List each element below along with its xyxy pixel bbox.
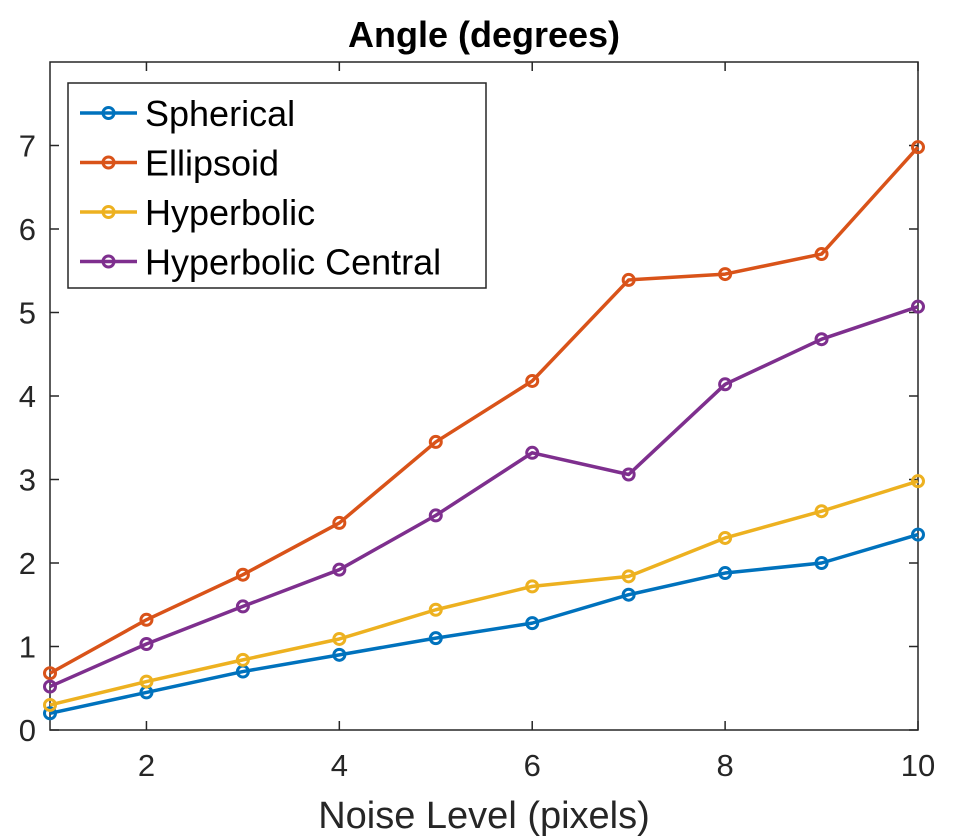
data-point-hyperbolic (621, 569, 636, 584)
series-spherical (43, 527, 925, 721)
data-point-hyperbolic-central (139, 636, 154, 651)
data-point-ellipsoid (428, 434, 443, 449)
legend-label: Hyperbolic Central (145, 242, 441, 283)
axis-ticks: 2 4 6 8 10 0 1 2 3 4 5 6 7 (19, 62, 935, 783)
data-point-ellipsoid (43, 666, 57, 681)
data-point-hyperbolic (43, 697, 57, 712)
data-point-spherical (718, 566, 733, 581)
data-point-hyperbolic (235, 652, 250, 667)
data-point-spherical (428, 631, 443, 646)
data-point-spherical (814, 556, 829, 570)
legend-swatch-marker (101, 205, 116, 219)
data-point-ellipsoid (332, 515, 347, 530)
data-point-ellipsoid (621, 272, 636, 287)
data-point-ellipsoid (139, 612, 154, 627)
y-tick-label: 2 (19, 546, 36, 581)
data-point-hyperbolic-central (332, 562, 347, 577)
series-line-spherical (49, 532, 919, 716)
chart-title: Angle (degrees) (348, 14, 620, 55)
data-point-ellipsoid (911, 140, 925, 155)
data-point-hyperbolic (525, 579, 540, 594)
legend-label: Spherical (145, 93, 295, 134)
series-ellipsoid (43, 140, 925, 681)
legend-item-hyperbolic: Hyperbolic (80, 192, 315, 233)
data-point-hyperbolic (718, 530, 733, 545)
legend-swatch-marker (101, 155, 116, 170)
data-point-spherical (43, 706, 57, 721)
legend-swatch-marker (101, 106, 116, 120)
data-point-hyperbolic-central (43, 679, 57, 694)
legend-box (67, 82, 487, 289)
x-tick-label: 8 (716, 748, 733, 783)
data-point-hyperbolic (332, 631, 347, 646)
data-point-hyperbolic-central (525, 445, 540, 460)
data-point-spherical (621, 587, 636, 602)
series-line-hyperbolic-central (49, 304, 919, 689)
data-point-hyperbolic-central (621, 467, 636, 482)
data-point-hyperbolic (814, 504, 829, 519)
data-point-ellipsoid (525, 373, 540, 388)
data-point-hyperbolic-central (814, 332, 829, 347)
data-point-hyperbolic-central (235, 599, 250, 614)
legend: Spherical Ellipsoid Hyperbolic Hyperbolic C… (67, 82, 487, 289)
series-layer (43, 140, 925, 721)
y-tick-label: 5 (19, 296, 36, 331)
legend-swatch-marker (101, 254, 116, 269)
legend-item-hyperbolic-central: Hyperbolic Central (80, 242, 441, 283)
x-tick-label: 10 (901, 748, 935, 783)
data-point-hyperbolic (428, 602, 443, 617)
x-axis-title: Noise Level (pixels) (318, 795, 650, 837)
data-point-spherical (332, 647, 347, 662)
series-hyperbolic (43, 474, 925, 712)
data-point-hyperbolic-central (428, 508, 443, 523)
data-point-hyperbolic-central (911, 299, 925, 314)
x-tick-label: 2 (138, 748, 155, 783)
series-line-hyperbolic (49, 479, 919, 707)
y-tick-label: 0 (19, 713, 36, 748)
data-point-hyperbolic (139, 674, 154, 689)
data-point-ellipsoid (235, 567, 250, 582)
data-point-spherical (911, 527, 925, 542)
y-tick-label: 6 (19, 212, 36, 247)
data-point-hyperbolic (911, 474, 925, 489)
legend-item-ellipsoid: Ellipsoid (80, 143, 279, 184)
legend-label: Hyperbolic (145, 192, 315, 233)
series-line-ellipsoid (49, 145, 920, 675)
series-hyperbolic-central (43, 299, 925, 694)
legend-item-spherical: Spherical (80, 93, 295, 134)
data-point-ellipsoid (814, 247, 829, 262)
data-point-hyperbolic-central (718, 377, 733, 392)
y-tick-label: 1 (19, 630, 36, 665)
data-point-spherical (525, 616, 540, 631)
y-tick-label: 7 (19, 129, 36, 164)
x-tick-label: 6 (524, 748, 541, 783)
y-tick-label: 4 (19, 379, 36, 414)
y-tick-label: 3 (19, 463, 36, 498)
data-point-ellipsoid (718, 267, 733, 282)
legend-label: Ellipsoid (145, 143, 279, 184)
x-tick-label: 4 (331, 748, 348, 783)
